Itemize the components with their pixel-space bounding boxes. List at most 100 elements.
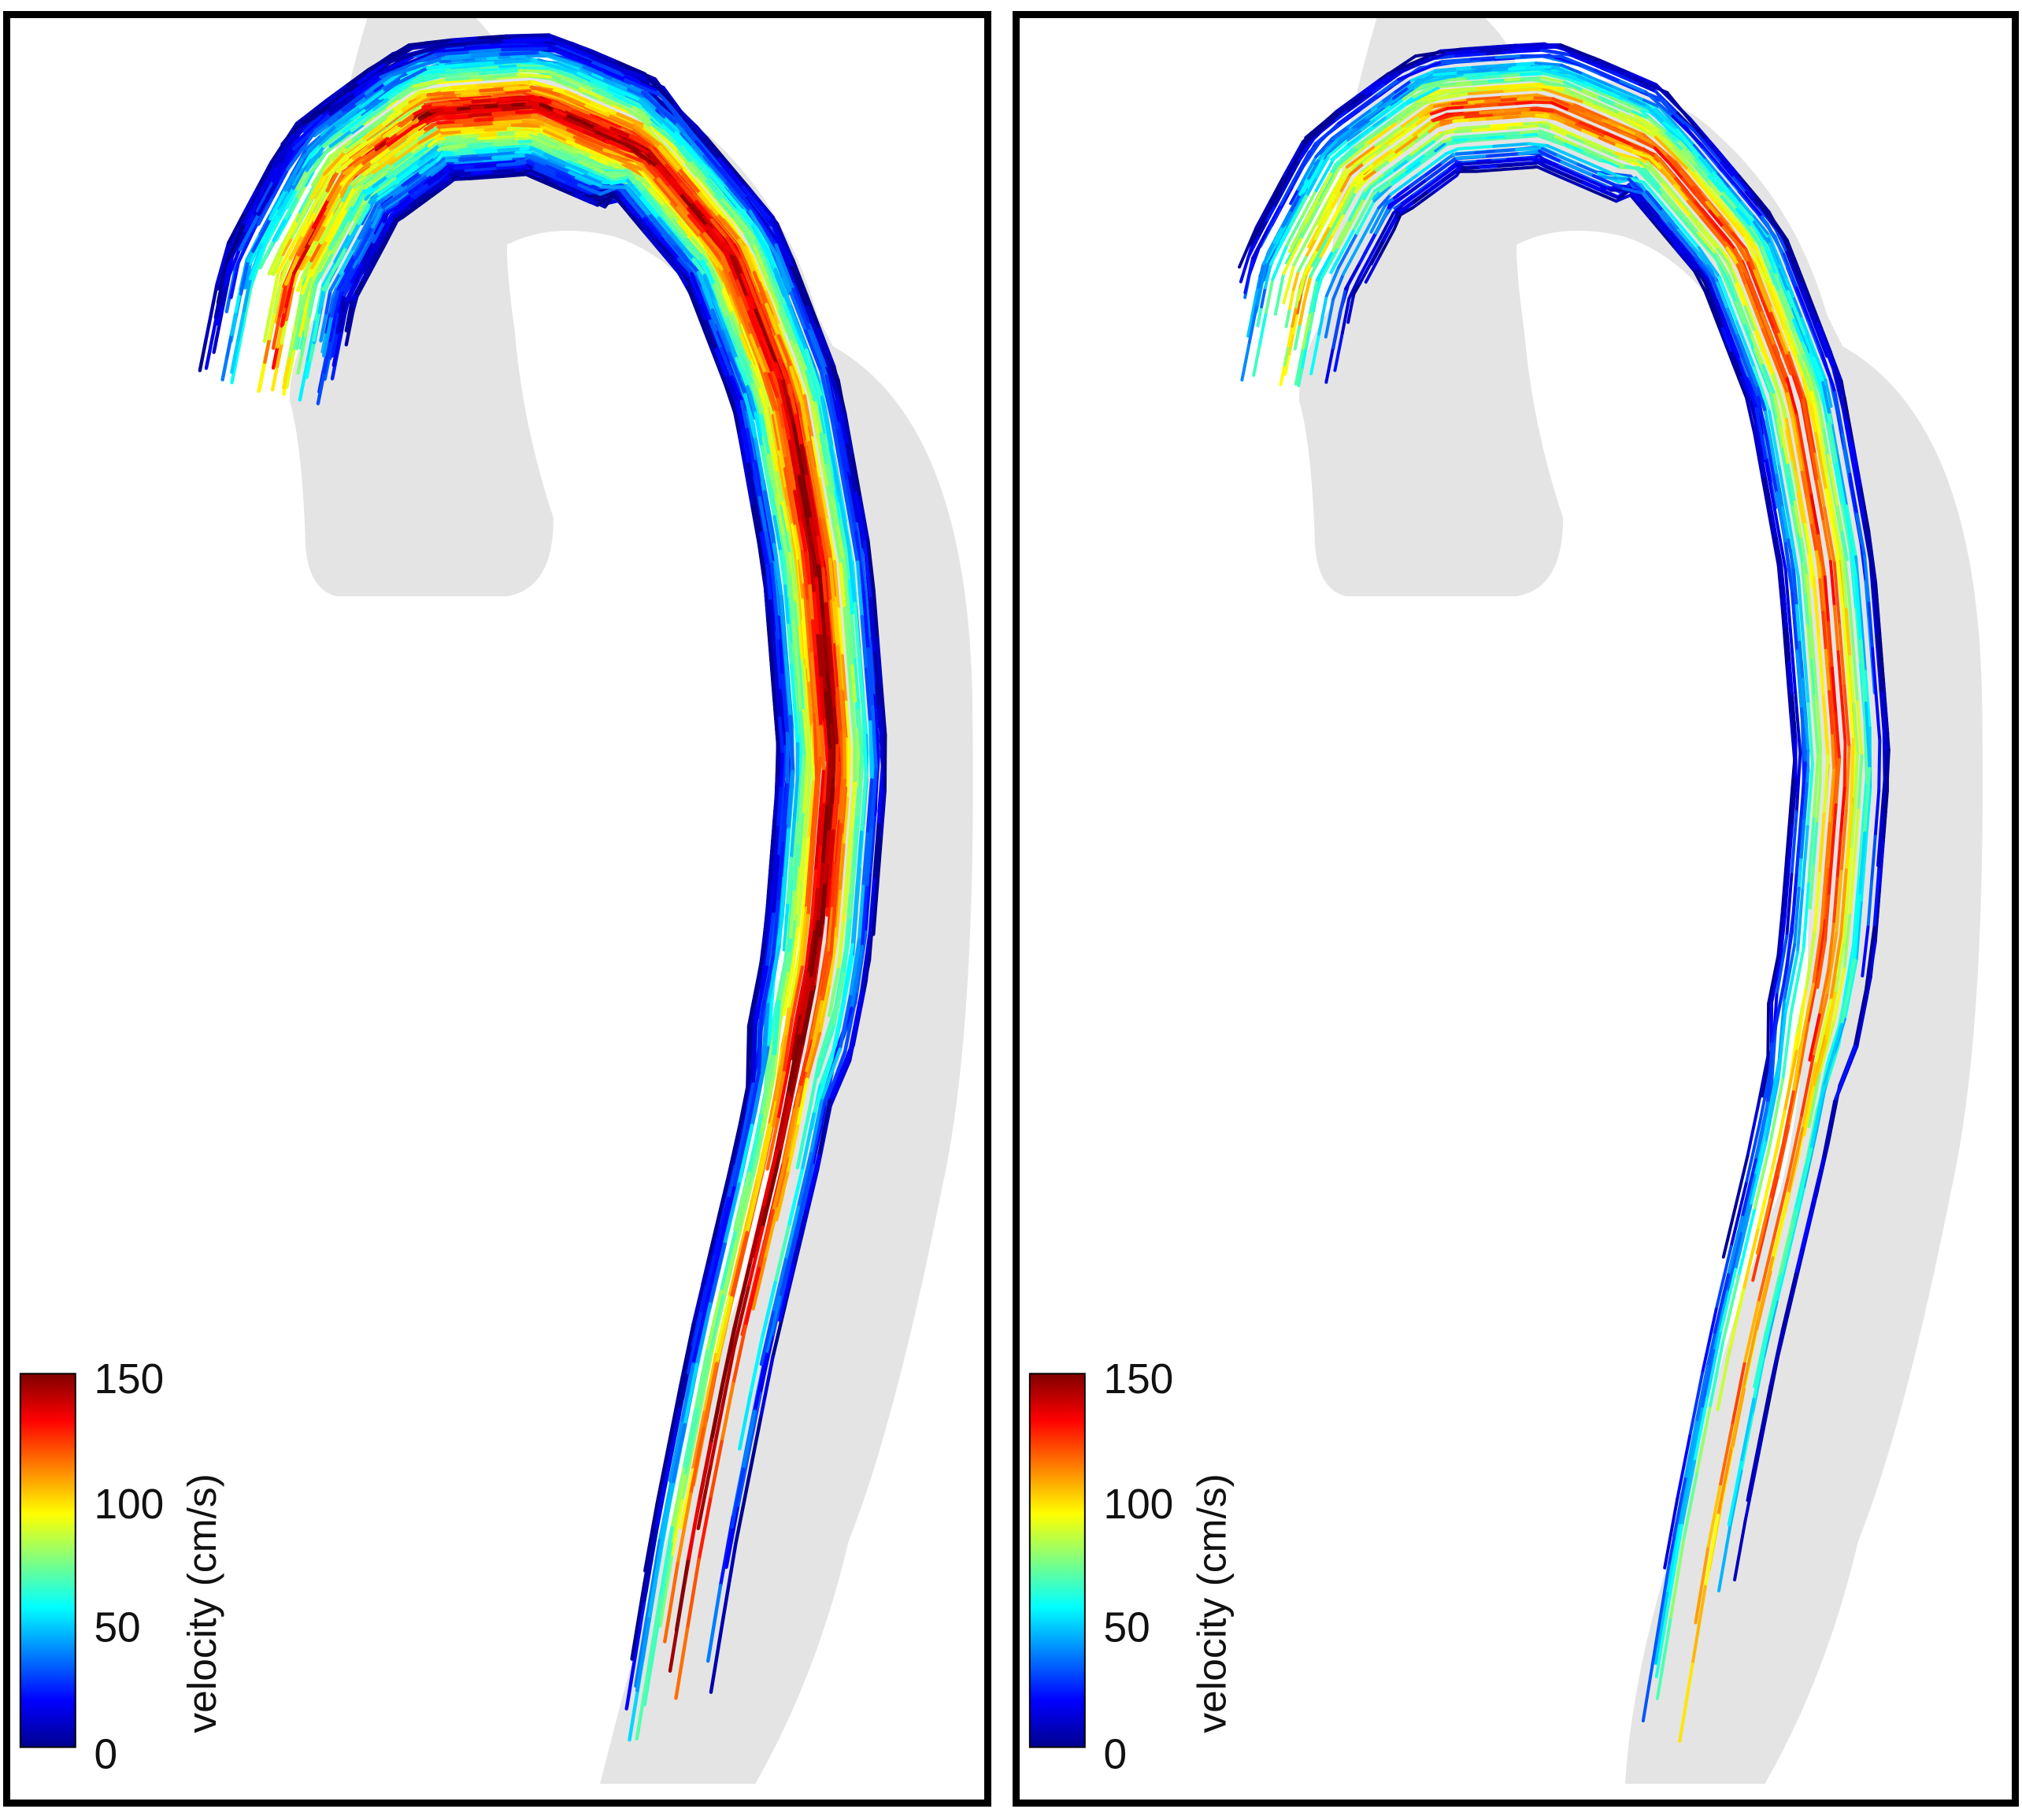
streamline-segment	[746, 393, 756, 420]
streamline-segment	[364, 96, 382, 110]
streamline-segment	[847, 628, 854, 668]
streamline-segment	[839, 465, 851, 515]
streamline-segment	[807, 329, 829, 378]
streamline-segment	[806, 525, 819, 580]
streamline-segment	[825, 485, 836, 528]
streamline-segment	[515, 132, 533, 138]
streamline-segment	[424, 115, 448, 124]
streamline-segment	[835, 739, 839, 788]
streamline-segment	[378, 50, 439, 76]
streamline-segment	[230, 228, 247, 258]
streamline-segment	[407, 173, 435, 194]
streamline-segment	[316, 370, 327, 406]
streamline-segment	[640, 91, 679, 127]
streamline-segment	[481, 76, 500, 81]
streamline-segment	[479, 132, 501, 138]
streamline-segment	[303, 286, 312, 313]
streamline-segment	[478, 70, 502, 76]
streamline-segment	[588, 149, 616, 163]
streamline-segment	[839, 689, 846, 737]
streamline-segment	[680, 1443, 695, 1500]
streamline-segment	[834, 819, 842, 867]
streamline-segment	[309, 172, 327, 200]
streamline-segment	[642, 189, 666, 217]
streamline-segment	[822, 761, 830, 806]
streamline-segment	[778, 1096, 793, 1154]
streamline-segment	[391, 54, 417, 69]
streamline-segment	[257, 195, 276, 226]
streamline-segment	[477, 135, 500, 141]
streamline-segment	[367, 211, 385, 242]
streamline-segment	[609, 60, 635, 74]
streamline-segment	[565, 109, 586, 120]
streamline-segment	[496, 151, 518, 157]
streamline-segment	[457, 156, 495, 162]
streamline-segment	[746, 1133, 763, 1191]
streamline-segment	[667, 1383, 683, 1447]
streamline-segment	[272, 146, 296, 187]
streamline-segment	[695, 172, 718, 198]
streamline-segment	[486, 55, 502, 61]
streamline-segment	[854, 491, 867, 544]
streamline-segment	[872, 884, 880, 936]
streamline-segment	[500, 43, 550, 50]
streamline-segment	[352, 145, 371, 161]
streamline-segment	[554, 139, 576, 151]
streamline-segment	[775, 1157, 791, 1211]
streamline-segment	[868, 720, 874, 782]
streamline-segment	[322, 130, 346, 149]
streamline-segment	[532, 167, 568, 185]
streamline-segment	[623, 78, 663, 98]
streamline-segment	[804, 1154, 821, 1214]
streamline-segment	[751, 461, 761, 500]
streamline-segment	[837, 775, 845, 824]
streamline-segment	[362, 262, 375, 281]
streamline-segment	[691, 1262, 709, 1327]
streamline-segment	[765, 912, 776, 969]
streamline-segment	[329, 287, 341, 318]
streamline-segment	[745, 428, 756, 466]
streamline-segment	[691, 202, 705, 220]
streamline-segment	[419, 143, 442, 161]
streamline-segment	[750, 1064, 766, 1128]
streamline-segment	[484, 137, 518, 143]
streamline-segment	[289, 197, 301, 215]
streamline-segment	[509, 54, 529, 59]
streamline-segment	[626, 179, 643, 199]
streamline-segment	[765, 563, 772, 603]
streamline-segment	[589, 49, 620, 65]
streamline-segment	[768, 599, 776, 642]
streamline-segment	[686, 1311, 703, 1375]
streamline-segment	[647, 151, 662, 169]
streamline-segment	[718, 177, 731, 192]
streamline-segment	[824, 602, 831, 640]
streamline-segment	[690, 272, 702, 295]
streamline-segment	[672, 217, 691, 239]
streamline-segment	[741, 1180, 759, 1241]
streamline-segment	[387, 82, 413, 100]
streamline-segment	[783, 674, 791, 731]
streamline-segment	[383, 183, 405, 200]
streamline-segment	[686, 1499, 702, 1563]
streamline-segment	[805, 1032, 822, 1081]
streamline-segment	[344, 221, 361, 250]
streamline-segment	[300, 258, 313, 280]
streamline-segment	[454, 139, 488, 146]
streamline-segment	[444, 135, 465, 140]
streamline-segment	[478, 87, 507, 93]
streamline-segment	[873, 651, 882, 710]
streamline-segment	[829, 671, 836, 710]
streamline-segment	[271, 167, 290, 198]
streamline-segment	[420, 162, 439, 177]
streamline-segment	[272, 121, 306, 168]
streamline-segment	[708, 319, 724, 351]
streamline-segment	[565, 180, 601, 198]
streamline-segment	[229, 310, 238, 336]
streamline-segment	[445, 39, 471, 45]
streamline-segment	[242, 276, 253, 313]
streamline-segment	[655, 164, 684, 198]
streamline-segment	[790, 339, 806, 376]
streamline-segment	[331, 194, 343, 213]
streamline-segment	[635, 143, 652, 156]
streamline-segment	[666, 1407, 682, 1471]
